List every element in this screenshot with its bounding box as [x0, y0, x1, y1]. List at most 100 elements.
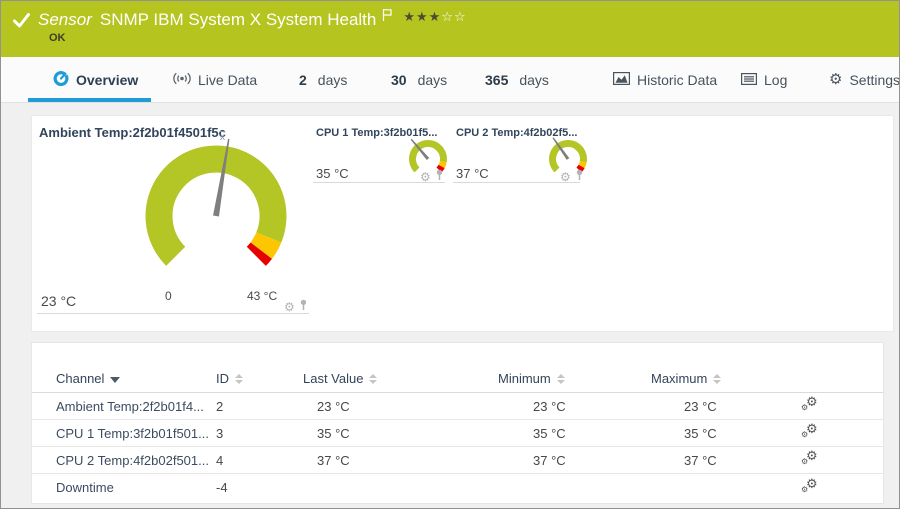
tab-historic-data[interactable]: Historic Data [613, 57, 717, 102]
cpu1-tile-actions: ⚙ [420, 168, 444, 186]
cpu1-gauge-value: 35 °C [316, 166, 349, 181]
gear-icon: ⚙ [829, 70, 843, 88]
status-ok-check-icon [13, 13, 30, 33]
table-row[interactable]: CPU 2 Temp:4f2b02f501... 4 37 °C 37 °C 3… [32, 447, 883, 474]
priority-stars[interactable]: ★★★☆☆ [403, 10, 466, 26]
channel-id: 3 [216, 425, 224, 441]
tab-30-days-number: 30 [391, 71, 407, 88]
tab-historic-data-label: Historic Data [637, 71, 718, 88]
channel-maximum: 35 °C [684, 425, 717, 441]
tab-overview[interactable]: Overview [53, 57, 138, 102]
star-outline-icon[interactable]: ☆ [453, 10, 467, 25]
tab-2-days[interactable]: 2 days [299, 57, 347, 102]
active-tab-underline [28, 98, 151, 102]
gauge-settings-gear-icon[interactable]: ⚙ [560, 170, 571, 184]
sort-toggle-icon [369, 373, 378, 384]
gauge-needle [410, 138, 430, 161]
tab-30-days[interactable]: 30 days [391, 57, 447, 102]
tab-bar: Overview Live Data 2 days 30 days 365 da… [1, 57, 899, 103]
star-filled-icon[interactable]: ★ [403, 10, 417, 25]
cpu2-gauge-title: CPU 2 Temp:4f2b02f5... [456, 127, 578, 139]
cpu1-tile-divider [313, 182, 445, 183]
cpu2-tile-divider [453, 182, 580, 183]
channel-last-value: 37 °C [317, 452, 350, 468]
object-kind-label: Sensor [38, 10, 92, 29]
channel-id: -4 [216, 480, 228, 495]
channel-header-label: Channel [56, 371, 105, 386]
channel-minimum: 23 °C [533, 398, 566, 414]
sort-descending-icon [110, 376, 121, 383]
channel-name: Downtime [56, 480, 114, 495]
column-header-id[interactable]: ID [216, 371, 303, 386]
tab-overview-label: Overview [76, 71, 139, 88]
sensor-title: SNMP IBM System X System Health [99, 10, 377, 29]
tab-2-days-unit: days [317, 71, 348, 88]
channel-minimum: 35 °C [533, 425, 566, 441]
tab-settings-label: Settings [849, 71, 900, 88]
tab-30-days-unit: days [417, 71, 448, 88]
channel-last-value: 23 °C [317, 398, 350, 414]
main-gauge-scale-max: 43 °C [247, 289, 278, 303]
gauge-settings-gear-icon[interactable]: ⚙ [284, 300, 295, 314]
table-row[interactable]: CPU 1 Temp:3f2b01f501... 3 35 °C 35 °C 3… [32, 420, 883, 447]
channels-table: Channel ID Last Value Minimum Maximum [31, 342, 884, 504]
channel-last-value: 35 °C [317, 425, 350, 441]
tab-2-days-number: 2 [299, 71, 307, 88]
star-outline-icon[interactable]: ☆ [441, 10, 454, 25]
tab-live-data[interactable]: Live Data [173, 57, 257, 102]
tab-365-days-unit: days [519, 71, 549, 88]
sensor-status-text: OK [49, 32, 66, 44]
gauges-panel [31, 115, 894, 332]
chart-icon [613, 71, 631, 88]
main-gauge-scale-min: 0 [165, 289, 172, 303]
average-marker: x [220, 132, 225, 143]
cpu2-tile-actions: ⚙ [560, 168, 584, 186]
last-value-header-label: Last Value [303, 371, 364, 386]
star-filled-icon[interactable]: ★ [416, 10, 429, 25]
gauge-needle [213, 138, 230, 217]
gauge-pin-icon[interactable] [299, 298, 308, 316]
minimum-header-label: Minimum [498, 371, 551, 386]
log-list-icon [741, 72, 758, 88]
column-header-last-value[interactable]: Last Value [303, 371, 498, 386]
main-tile-divider [37, 313, 309, 314]
channel-settings-gears-icon[interactable]: ⚙ ⚙ [801, 422, 818, 439]
gauge-settings-gear-icon[interactable]: ⚙ [420, 170, 431, 184]
channel-settings-gears-icon[interactable]: ⚙ ⚙ [801, 395, 818, 412]
channel-name: CPU 1 Temp:3f2b01f501... [56, 425, 209, 441]
sort-toggle-icon [556, 373, 565, 384]
tab-settings[interactable]: ⚙ Settings [829, 57, 900, 102]
cpu1-gauge-title: CPU 1 Temp:3f2b01f5... [316, 127, 438, 139]
column-header-channel[interactable]: Channel [56, 371, 216, 386]
gauge-pin-icon[interactable] [435, 168, 444, 186]
star-filled-icon[interactable]: ★ [428, 10, 442, 25]
cpu2-gauge-value: 37 °C [456, 166, 489, 181]
cpu2-temp-gauge [549, 137, 587, 173]
channel-id: 2 [216, 398, 224, 414]
priority-flag-icon[interactable] [382, 8, 393, 27]
tab-log[interactable]: Log [741, 57, 787, 102]
table-header-row: Channel ID Last Value Minimum Maximum [32, 365, 883, 393]
overview-gauge-icon [53, 70, 69, 89]
column-header-minimum[interactable]: Minimum [498, 371, 651, 386]
table-row[interactable]: Ambient Temp:2f2b01f4... 2 23 °C 23 °C 2… [32, 393, 883, 420]
channel-id: 4 [216, 452, 224, 468]
gauge-needle [552, 137, 570, 160]
channel-settings-gears-icon[interactable]: ⚙ ⚙ [801, 476, 818, 494]
sort-toggle-icon [235, 373, 243, 384]
channel-maximum: 37 °C [684, 452, 717, 468]
channel-settings-gears-icon[interactable]: ⚙ ⚙ [801, 449, 818, 466]
maximum-header-label: Maximum [651, 371, 708, 386]
tab-365-days-number: 365 [485, 71, 509, 88]
channel-name: Ambient Temp:2f2b01f4... [56, 398, 204, 414]
column-header-maximum[interactable]: Maximum [651, 371, 801, 386]
gauge-pin-icon[interactable] [575, 168, 584, 186]
table-row[interactable]: Downtime -4 ⚙ ⚙ [32, 474, 883, 501]
sort-toggle-icon [713, 373, 722, 384]
broadcast-icon [173, 72, 191, 88]
tab-log-label: Log [764, 71, 788, 88]
main-gauge-title: Ambient Temp:2f2b01f4501f5c [39, 125, 226, 140]
channel-name: CPU 2 Temp:4f2b02f501... [56, 452, 209, 468]
tab-365-days[interactable]: 365 days [485, 57, 549, 102]
